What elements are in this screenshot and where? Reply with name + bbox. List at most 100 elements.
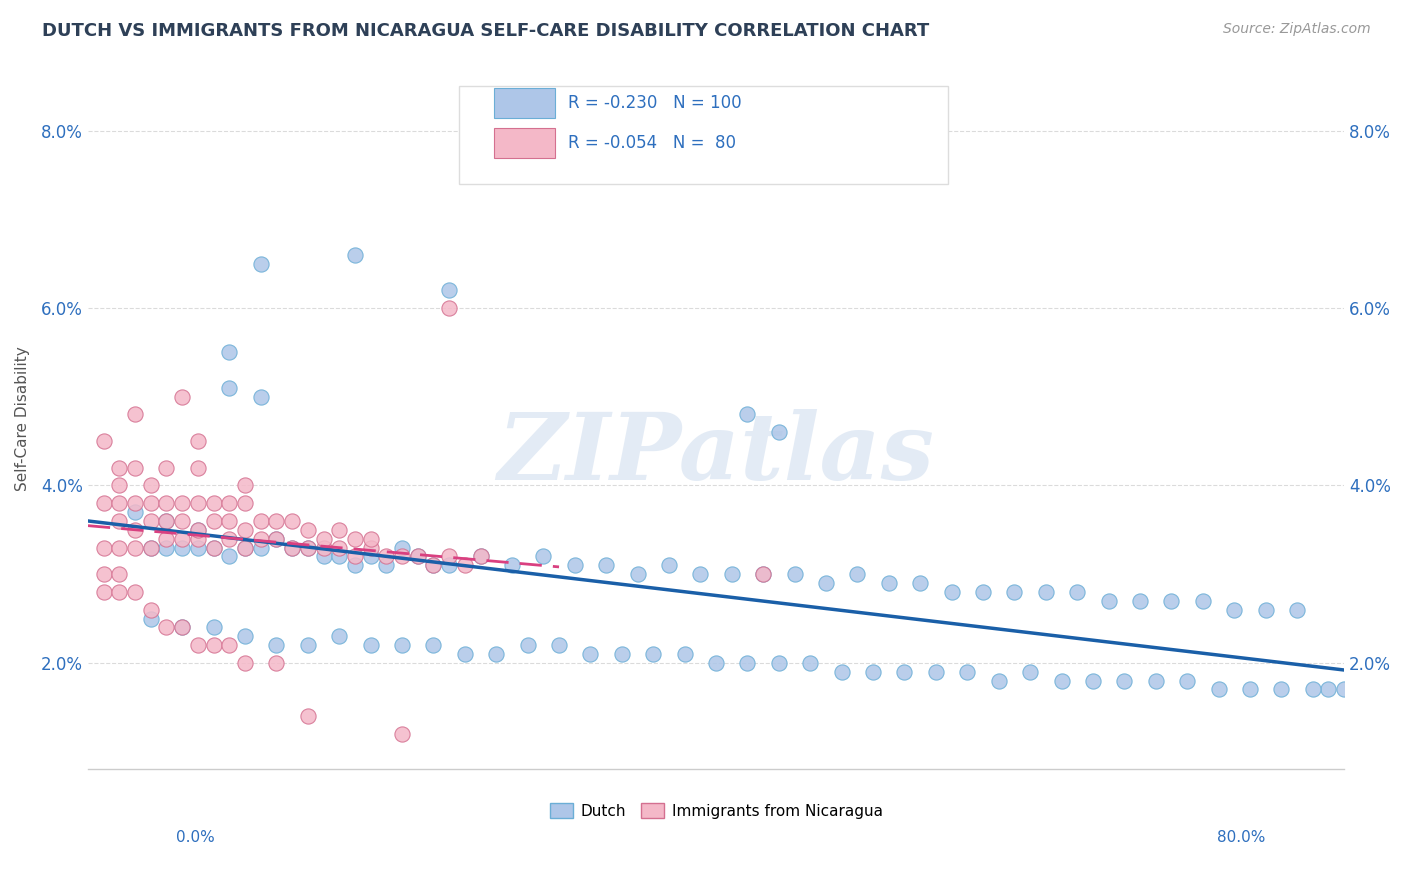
Point bbox=[218, 549, 240, 564]
Point bbox=[343, 549, 366, 564]
Point bbox=[925, 665, 948, 679]
Point bbox=[139, 541, 162, 555]
Legend: Dutch, Immigrants from Nicaragua: Dutch, Immigrants from Nicaragua bbox=[544, 797, 889, 825]
Point bbox=[1081, 673, 1104, 688]
Text: R = -0.054   N =  80: R = -0.054 N = 80 bbox=[568, 134, 735, 152]
Point bbox=[908, 576, 931, 591]
Point bbox=[155, 514, 177, 528]
Point bbox=[360, 638, 382, 652]
Point bbox=[187, 523, 209, 537]
Point bbox=[218, 532, 240, 546]
Point bbox=[139, 478, 162, 492]
Point bbox=[1066, 585, 1088, 599]
Point bbox=[266, 638, 288, 652]
Point bbox=[297, 523, 319, 537]
Point bbox=[1019, 665, 1042, 679]
Point bbox=[93, 541, 115, 555]
Point bbox=[877, 576, 900, 591]
Point bbox=[862, 665, 884, 679]
Point bbox=[1035, 585, 1057, 599]
Point bbox=[218, 345, 240, 359]
Point bbox=[297, 541, 319, 555]
Point bbox=[814, 576, 837, 591]
Point bbox=[737, 408, 759, 422]
Point bbox=[124, 496, 146, 510]
Point bbox=[233, 478, 256, 492]
Point bbox=[579, 647, 602, 661]
Point bbox=[108, 585, 131, 599]
Point bbox=[768, 656, 790, 670]
Point bbox=[139, 611, 162, 625]
Point bbox=[1114, 673, 1136, 688]
Point bbox=[470, 549, 492, 564]
Point bbox=[626, 567, 648, 582]
Point bbox=[328, 549, 350, 564]
Point bbox=[343, 532, 366, 546]
Point bbox=[422, 638, 444, 652]
Point bbox=[202, 620, 225, 634]
Point bbox=[172, 390, 194, 404]
Point bbox=[155, 460, 177, 475]
Point bbox=[1191, 593, 1213, 607]
Text: R = -0.230   N = 100: R = -0.230 N = 100 bbox=[568, 94, 741, 112]
FancyBboxPatch shape bbox=[494, 88, 555, 118]
Point bbox=[108, 478, 131, 492]
Point bbox=[360, 541, 382, 555]
Point bbox=[218, 514, 240, 528]
Point bbox=[1002, 585, 1025, 599]
Point bbox=[1129, 593, 1152, 607]
Point bbox=[249, 257, 271, 271]
Point bbox=[155, 541, 177, 555]
Point bbox=[233, 629, 256, 643]
Point bbox=[202, 496, 225, 510]
Text: Source: ZipAtlas.com: Source: ZipAtlas.com bbox=[1223, 22, 1371, 37]
Point bbox=[941, 585, 963, 599]
Point bbox=[422, 558, 444, 573]
Point bbox=[249, 541, 271, 555]
Point bbox=[673, 647, 696, 661]
Point bbox=[1144, 673, 1167, 688]
Point bbox=[187, 434, 209, 448]
Point bbox=[124, 585, 146, 599]
Point bbox=[172, 620, 194, 634]
Point bbox=[1270, 682, 1292, 697]
Point bbox=[548, 638, 571, 652]
Point bbox=[1317, 682, 1340, 697]
Point bbox=[172, 541, 194, 555]
Point bbox=[281, 514, 304, 528]
Point bbox=[233, 541, 256, 555]
Point bbox=[312, 532, 335, 546]
Point bbox=[470, 549, 492, 564]
Point bbox=[281, 541, 304, 555]
Point bbox=[406, 549, 429, 564]
Point bbox=[312, 541, 335, 555]
Point bbox=[987, 673, 1010, 688]
Point bbox=[233, 523, 256, 537]
Point bbox=[139, 541, 162, 555]
Point bbox=[343, 558, 366, 573]
Point bbox=[108, 541, 131, 555]
Point bbox=[437, 558, 460, 573]
Point bbox=[768, 425, 790, 440]
Point bbox=[93, 434, 115, 448]
Point bbox=[328, 523, 350, 537]
Point bbox=[564, 558, 586, 573]
Point bbox=[1097, 593, 1119, 607]
Point bbox=[1160, 593, 1182, 607]
Point bbox=[218, 381, 240, 395]
Point bbox=[595, 558, 617, 573]
Point bbox=[360, 532, 382, 546]
Point bbox=[531, 549, 554, 564]
Point bbox=[202, 541, 225, 555]
Point bbox=[1285, 602, 1308, 616]
Text: 0.0%: 0.0% bbox=[176, 830, 215, 845]
Point bbox=[249, 532, 271, 546]
Point bbox=[1302, 682, 1324, 697]
Point bbox=[187, 638, 209, 652]
Text: ZIPatlas: ZIPatlas bbox=[498, 409, 935, 499]
Point bbox=[202, 514, 225, 528]
Point bbox=[704, 656, 727, 670]
Point bbox=[391, 541, 413, 555]
Point bbox=[1175, 673, 1198, 688]
Point bbox=[139, 496, 162, 510]
